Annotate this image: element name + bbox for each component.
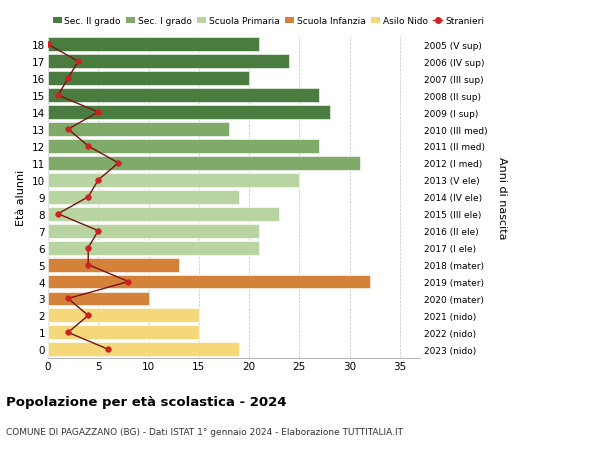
Bar bbox=[48, 326, 199, 340]
Legend: Sec. II grado, Sec. I grado, Scuola Primaria, Scuola Infanzia, Asilo Nido, Stran: Sec. II grado, Sec. I grado, Scuola Prim… bbox=[53, 17, 484, 26]
Bar bbox=[48, 275, 370, 289]
Bar bbox=[48, 89, 319, 103]
Text: COMUNE DI PAGAZZANO (BG) - Dati ISTAT 1° gennaio 2024 - Elaborazione TUTTITALIA.: COMUNE DI PAGAZZANO (BG) - Dati ISTAT 1°… bbox=[6, 427, 403, 436]
Y-axis label: Anni di nascita: Anni di nascita bbox=[497, 156, 507, 239]
Bar bbox=[48, 190, 239, 204]
Bar bbox=[48, 55, 289, 69]
Bar bbox=[48, 292, 149, 306]
Bar bbox=[48, 207, 279, 221]
Bar bbox=[48, 38, 259, 52]
Bar bbox=[48, 123, 229, 137]
Y-axis label: Età alunni: Età alunni bbox=[16, 169, 26, 225]
Text: Popolazione per età scolastica - 2024: Popolazione per età scolastica - 2024 bbox=[6, 395, 287, 408]
Bar bbox=[48, 241, 259, 255]
Bar bbox=[48, 174, 299, 187]
Bar bbox=[48, 342, 239, 357]
Bar bbox=[48, 106, 329, 120]
Bar bbox=[48, 157, 359, 170]
Bar bbox=[48, 224, 259, 238]
Bar bbox=[48, 72, 249, 86]
Bar bbox=[48, 309, 199, 323]
Bar bbox=[48, 258, 179, 272]
Bar bbox=[48, 140, 319, 154]
